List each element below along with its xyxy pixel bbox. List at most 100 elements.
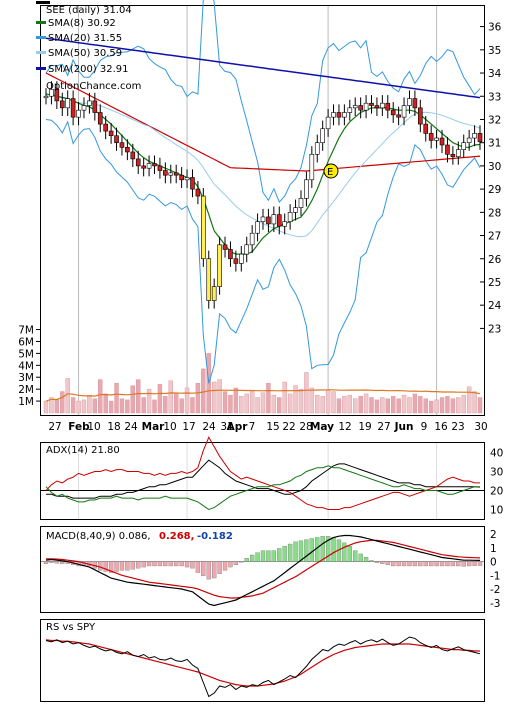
macd-histogram-value: -0.182 — [197, 531, 233, 542]
macd-hist-bar-27 — [190, 561, 195, 569]
macd-tick-label--3: -3 — [490, 598, 500, 610]
macd-hist-bar-11 — [103, 561, 108, 572]
volume-bar-68 — [412, 393, 418, 414]
candle-body-51 — [320, 128, 325, 143]
date-label-15: May — [310, 421, 334, 433]
volume-bar-69 — [418, 396, 423, 414]
macd-hist-bar-76 — [456, 561, 461, 567]
candle-body-63 — [385, 102, 391, 111]
date-label-21: 16 — [434, 421, 448, 433]
date-label-12: 15 — [266, 421, 279, 433]
macd-tick-label--1: -1 — [490, 570, 500, 582]
volume-bar-17 — [136, 379, 141, 414]
volume-bar-35 — [233, 387, 239, 414]
candle-body-16 — [130, 151, 136, 160]
price-tick-label-32: 32 — [488, 114, 501, 126]
macd-hist-bar-58 — [358, 553, 363, 562]
volume-bar-19 — [146, 388, 152, 414]
candle-body-69 — [418, 107, 423, 125]
candle-body-0 — [43, 95, 49, 99]
volume-bar-58 — [358, 396, 363, 414]
volume-tick-label-1M: 1M — [18, 396, 34, 408]
macd-tick-label--2: -2 — [490, 584, 500, 596]
volume-bar-26 — [184, 387, 190, 414]
volume-bar-65 — [396, 398, 401, 414]
volume-bar-32 — [217, 379, 222, 414]
volume-bar-78 — [466, 386, 472, 414]
volume-bar-2 — [54, 399, 60, 414]
price-tick-label-28: 28 — [488, 207, 501, 219]
candle-body-70 — [423, 123, 429, 134]
earnings-marker-label: E — [327, 167, 333, 178]
macd-signal-value: 0.268, — [159, 531, 194, 542]
legend-swatch-sma8 — [36, 21, 46, 24]
macd-hist-bar-55 — [342, 542, 347, 562]
volume-tick-label-4M: 4M — [18, 360, 34, 372]
volume-bar-50 — [315, 394, 320, 414]
volume-bar-29 — [201, 368, 206, 414]
macd-tick-label-1: 1 — [490, 543, 497, 555]
volume-bar-70 — [423, 398, 428, 414]
macd-hist-bar-12 — [108, 561, 114, 573]
candle-body-6 — [76, 109, 81, 118]
macd-signal-line — [46, 539, 481, 599]
volume-bar-10 — [98, 379, 103, 414]
legend-swatch-sma200 — [36, 67, 46, 70]
candle-body-53 — [331, 112, 336, 118]
legend-sma50: SMA(50) 30.59 — [48, 48, 122, 59]
price-tick-label-27: 27 — [488, 231, 501, 243]
candle-body-38 — [249, 232, 255, 246]
macd-hist-bar-37 — [244, 558, 249, 562]
adx-tick-label-40: 40 — [490, 448, 503, 460]
legend-see: SEE (daily) 31.04 — [46, 5, 132, 16]
candle-body-60 — [369, 102, 374, 106]
candle-body-13 — [114, 135, 119, 143]
volume-bar-46 — [293, 385, 298, 414]
macd-hist-bar-78 — [466, 561, 472, 567]
candle-body-2 — [54, 88, 60, 102]
macd-hist-bar-72 — [434, 561, 439, 567]
candle-body-57 — [352, 105, 358, 109]
candle-body-43 — [276, 214, 282, 227]
macd-hist-bar-49 — [309, 538, 314, 562]
macd-hist-bar-36 — [239, 561, 244, 563]
macd-hist-bar-39 — [255, 552, 260, 562]
volume-bar-52 — [325, 390, 331, 414]
candle-body-18 — [141, 165, 146, 169]
volume-bar-36 — [239, 396, 244, 414]
macd-hist-bar-23 — [168, 561, 173, 567]
volume-bar-61 — [374, 399, 380, 414]
price-tick-label-31: 31 — [488, 138, 501, 150]
candle-body-50 — [314, 142, 320, 155]
candle-body-76 — [455, 149, 461, 157]
candle-body-8 — [87, 100, 92, 106]
volume-bar-11 — [103, 393, 108, 414]
legend-swatch-sma20 — [36, 36, 46, 39]
macd-line — [45, 534, 481, 607]
volume-bar-21 — [157, 384, 163, 414]
macd-hist-bar-46 — [293, 541, 298, 562]
macd-hist-bar-65 — [396, 561, 401, 567]
macd-hist-bar-30 — [206, 561, 211, 580]
candle-body-46 — [293, 207, 298, 213]
volume-bar-24 — [173, 393, 179, 414]
macd-hist-bar-63 — [385, 561, 390, 566]
volume-bar-66 — [401, 394, 407, 414]
adx-tick-label-30: 30 — [490, 467, 503, 479]
macd-hist-bar-71 — [429, 561, 434, 567]
macd-hist-bar-61 — [374, 561, 380, 563]
candle-body-7 — [81, 105, 87, 111]
watermark: OptionChance.com — [46, 81, 141, 92]
candle-body-47 — [298, 198, 304, 208]
macd-hist-bar-43 — [277, 548, 282, 562]
macd-hist-bar-18 — [141, 561, 146, 568]
volume-bar-6 — [76, 400, 81, 414]
macd-hist-bar-17 — [136, 561, 141, 569]
candle-body-3 — [59, 100, 65, 109]
macd-hist-bar-67 — [407, 561, 412, 567]
date-label-13: 22 — [282, 421, 295, 433]
volume-bar-60 — [369, 397, 374, 414]
volume-bar-71 — [428, 400, 434, 414]
price-tick-label-34: 34 — [488, 68, 502, 80]
macd-hist-bar-20 — [152, 561, 157, 567]
